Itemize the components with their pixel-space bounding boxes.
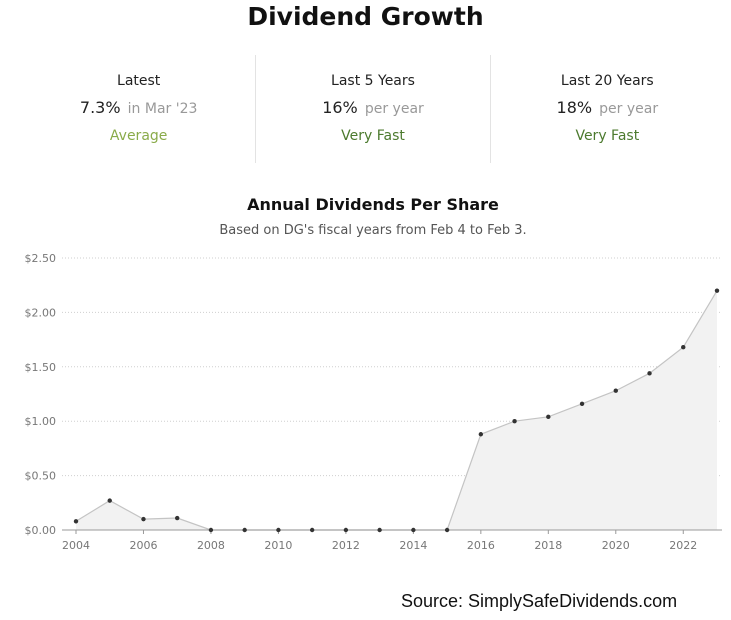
x-tick-label: 2012: [332, 539, 360, 552]
x-tick-label: 2008: [197, 539, 225, 552]
stat-suffix: per year: [364, 101, 424, 117]
data-point: [714, 288, 720, 293]
y-tick-label: $1.50: [25, 361, 57, 374]
data-point: [512, 419, 517, 424]
data-point: [208, 527, 214, 533]
dividends-chart: $0.00 $0.50 $1.00 $1.50 $2.00 $2.50 2004 2006 20…: [25, 252, 722, 552]
stat-rating: Very Fast: [575, 128, 640, 144]
data-point: [411, 527, 416, 533]
dividend-stats: Latest 7.3% in Mar '23 Average Last 5 Ye…: [22, 55, 724, 163]
stat-label: Last 20 Years: [560, 73, 654, 89]
stat-value: 16%: [322, 98, 358, 117]
data-point: [613, 388, 618, 393]
y-tick-label: $0.50: [25, 470, 57, 483]
stat-value-row: 16% per year: [256, 98, 489, 117]
stat-value-row: 18% per year: [491, 98, 724, 117]
page-title: Dividend Growth: [247, 2, 484, 31]
x-tick-label: 2004: [62, 539, 90, 552]
stat-label: Last 5 Years: [331, 73, 415, 89]
stat-label: Latest: [117, 73, 161, 89]
x-tick-label: 2014: [399, 539, 427, 552]
stat-suffix: per year: [599, 101, 659, 117]
x-tick-label: 2020: [602, 539, 630, 552]
data-point: [546, 414, 551, 420]
stat-value-row: 7.3% in Mar '23: [22, 98, 255, 117]
series-area: [76, 290, 717, 530]
stat-rating: Average: [109, 128, 168, 144]
data-point: [647, 371, 652, 376]
stat-suffix: in Mar '23: [127, 101, 198, 117]
data-point: [73, 519, 79, 524]
x-tick-label: 2018: [534, 539, 562, 552]
data-point: [276, 527, 281, 533]
data-point: [242, 527, 247, 533]
chart-title: Annual Dividends Per Share: [247, 195, 499, 214]
stat-latest: Latest 7.3% in Mar '23 Average: [22, 55, 255, 163]
stat-value: 18%: [556, 98, 593, 117]
stat-last-5-years: Last 5 Years 16% per year Very Fast: [255, 55, 489, 163]
data-point: [343, 527, 349, 533]
data-point: [579, 401, 585, 406]
x-tick-label: 2016: [467, 539, 495, 552]
chart-subtitle: Based on DG's fiscal years from Feb 4 to…: [219, 223, 527, 238]
data-point: [444, 527, 450, 533]
data-point: [377, 527, 382, 533]
x-tick-label: 2010: [264, 539, 292, 552]
stat-rating: Very Fast: [341, 128, 405, 144]
y-tick-label: $2.50: [25, 252, 57, 265]
y-tick-label: $2.00: [25, 306, 57, 319]
data-point: [309, 527, 315, 533]
y-tick-label: $1.00: [25, 415, 57, 428]
stat-value: 7.3%: [79, 98, 121, 117]
x-tick-label: 2022: [669, 539, 697, 552]
source-credit: Source: SimplySafeDividends.com: [401, 591, 678, 611]
data-point: [107, 498, 112, 503]
y-tick-label: $0.00: [25, 524, 57, 537]
data-point: [141, 516, 146, 522]
data-point: [681, 345, 686, 350]
data-point: [478, 432, 484, 437]
data-point: [175, 515, 180, 521]
stat-last-20-years: Last 20 Years 18% per year Very Fast: [489, 55, 724, 163]
x-tick-label: 2006: [129, 539, 157, 552]
